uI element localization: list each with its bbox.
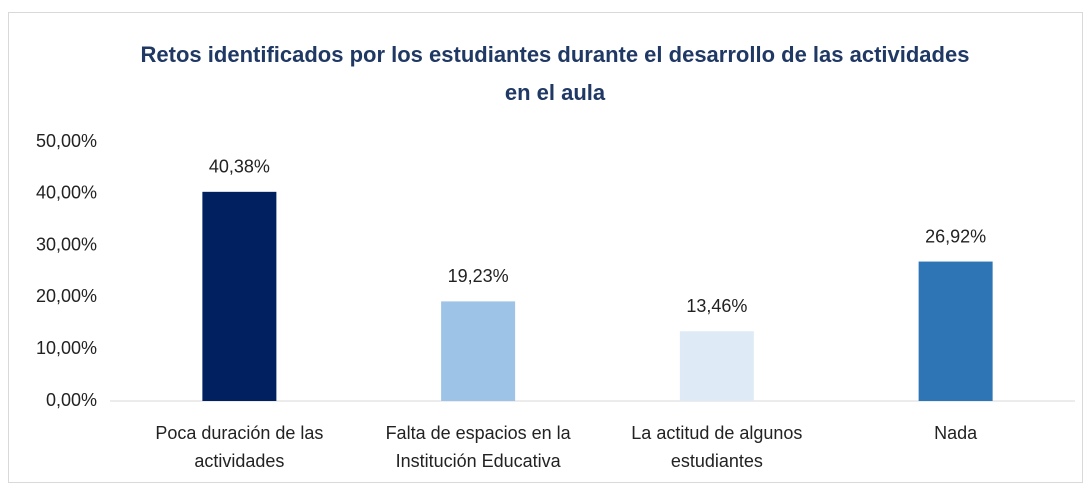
y-tick-label: 20,00% [36, 286, 97, 306]
bar [918, 261, 993, 401]
x-tick-label: Nada [934, 423, 978, 443]
x-tick-label: estudiantes [671, 451, 763, 471]
y-tick-label: 10,00% [36, 338, 97, 358]
x-tick-label: Falta de espacios en la [386, 423, 572, 443]
value-label: 40,38% [209, 157, 270, 177]
chart-title: Retos identificados por los estudiantes … [140, 42, 970, 105]
x-tick-label: Poca duración de las [155, 423, 323, 443]
value-label: 26,92% [925, 226, 986, 246]
value-label: 13,46% [686, 296, 747, 316]
y-tick-label: 0,00% [46, 390, 97, 410]
y-tick-label: 30,00% [36, 234, 97, 254]
y-tick-label: 50,00% [36, 131, 97, 151]
bar [441, 301, 516, 401]
y-tick-label: 40,00% [36, 183, 97, 203]
bar [202, 191, 277, 401]
value-label: 19,23% [448, 266, 509, 286]
x-tick-label: actividades [194, 451, 284, 471]
chart-border [8, 12, 1083, 483]
bar [679, 331, 754, 401]
x-tick-label: La actitud de algunos [631, 423, 802, 443]
x-tick-label: Institución Educativa [396, 451, 562, 471]
